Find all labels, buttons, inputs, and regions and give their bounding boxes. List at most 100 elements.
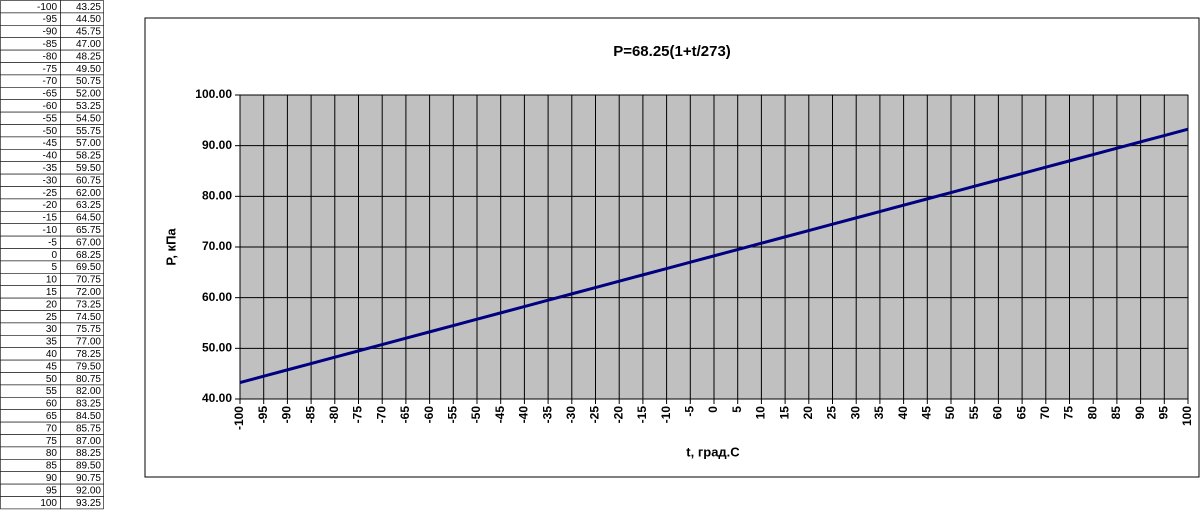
- x-tick-label: -60: [422, 406, 436, 424]
- table-p: 78.25: [76, 349, 101, 360]
- x-tick-label: 15: [777, 406, 791, 420]
- x-tick-label: 5: [730, 406, 744, 413]
- table-p: 89.50: [76, 461, 101, 472]
- table-t: 75: [46, 436, 58, 447]
- table-p: 64.50: [76, 213, 101, 224]
- x-tick-label: 50: [943, 406, 957, 420]
- x-tick-label: 30: [848, 406, 862, 420]
- x-tick-label: -35: [540, 406, 554, 424]
- x-tick-label: -25: [588, 406, 602, 424]
- y-axis-label: P, кПа: [163, 228, 178, 266]
- x-tick-label: -45: [493, 406, 507, 424]
- table-p: 69.50: [76, 262, 101, 273]
- table-t: 45: [46, 361, 58, 372]
- table-p: 65.75: [76, 225, 101, 236]
- table-p: 84.50: [76, 411, 101, 422]
- table-p: 80.75: [76, 374, 101, 385]
- x-tick-label: -95: [256, 406, 270, 424]
- x-tick-label: -80: [327, 406, 341, 424]
- table-t: 70: [46, 423, 58, 434]
- x-tick-label: 80: [1085, 406, 1099, 420]
- table-p: 57.00: [76, 138, 101, 149]
- y-tick-label: 80.00: [202, 189, 232, 203]
- x-tick-label: -20: [611, 406, 625, 424]
- table-t: -25: [43, 188, 58, 199]
- y-tick-label: 40.00: [202, 391, 232, 405]
- table-cell: [60, 496, 104, 510]
- table-t: -65: [43, 89, 58, 100]
- table-t: -100: [37, 2, 57, 13]
- x-tick-label: -90: [280, 406, 294, 424]
- table-p: 63.25: [76, 200, 101, 211]
- table-t: 85: [46, 461, 58, 472]
- table-p: 60.75: [76, 175, 101, 186]
- x-tick-label: -70: [374, 406, 388, 424]
- table-t: -50: [43, 126, 58, 137]
- table-p: 88.25: [76, 448, 101, 459]
- x-tick-label: 100: [1180, 406, 1194, 426]
- table-p: 73.25: [76, 299, 101, 310]
- table-t: 0: [51, 250, 57, 261]
- table-t: 90: [46, 473, 58, 484]
- table-p: 47.00: [76, 39, 101, 50]
- table-p: 90.75: [76, 473, 101, 484]
- table-t: 40: [46, 349, 58, 360]
- table-p: 43.25: [76, 2, 101, 13]
- x-tick-label: 0: [706, 406, 720, 413]
- x-tick-label: 75: [1062, 406, 1076, 420]
- table-t: -5: [48, 237, 57, 248]
- table-p: 93.25: [76, 498, 101, 509]
- x-tick-label: -75: [351, 406, 365, 424]
- table-p: 70.75: [76, 275, 101, 286]
- table-p: 55.75: [76, 126, 101, 137]
- table-t: -55: [43, 113, 58, 124]
- x-tick-label: -40: [517, 406, 531, 424]
- table-t: -95: [43, 14, 58, 25]
- x-tick-label: -100: [232, 406, 246, 430]
- table-p: 92.00: [76, 485, 101, 496]
- x-tick-label: -85: [303, 406, 317, 424]
- table-p: 68.25: [76, 250, 101, 261]
- table-t: 20: [46, 299, 58, 310]
- table-p: 52.00: [76, 89, 101, 100]
- table-t: 60: [46, 399, 58, 410]
- x-tick-label: 85: [1109, 406, 1123, 420]
- table-t: -20: [43, 200, 58, 211]
- x-tick-label: 45: [919, 406, 933, 420]
- table-p: 62.00: [76, 188, 101, 199]
- x-tick-label: -55: [445, 406, 459, 424]
- x-tick-label: 70: [1038, 406, 1052, 420]
- x-tick-label: -65: [398, 406, 412, 424]
- table-p: 45.75: [76, 27, 101, 38]
- table-t: 65: [46, 411, 58, 422]
- data-line: [239, 127, 1189, 384]
- table-t: -90: [43, 27, 58, 38]
- table-p: 75.75: [76, 324, 101, 335]
- x-tick-label: 65: [1014, 406, 1028, 420]
- table-p: 44.50: [76, 14, 101, 25]
- x-tick-label: -30: [564, 406, 578, 424]
- table-p: 53.25: [76, 101, 101, 112]
- table-t: -60: [43, 101, 58, 112]
- table-p: 87.00: [76, 436, 101, 447]
- table-p: 59.50: [76, 163, 101, 174]
- x-tick-label: 60: [991, 406, 1005, 420]
- table-t: 5: [51, 262, 57, 273]
- table-t: -15: [43, 213, 58, 224]
- table-t: 30: [46, 324, 58, 335]
- x-tick-label: 40: [896, 406, 910, 420]
- x-tick-label: 90: [1133, 406, 1147, 420]
- table-p: 83.25: [76, 399, 101, 410]
- table-t: 25: [46, 312, 58, 323]
- x-tick-label: 95: [1156, 406, 1170, 420]
- x-tick-label: -50: [469, 406, 483, 424]
- x-tick-label: 55: [967, 406, 981, 420]
- table-p: 77.00: [76, 337, 101, 348]
- table-p: 85.75: [76, 423, 101, 434]
- table-t: 50: [46, 374, 58, 385]
- x-tick-label: -10: [659, 406, 673, 424]
- x-axis-label: t, град.С: [686, 444, 740, 459]
- table-t: 100: [40, 498, 57, 509]
- table-t: 10: [46, 275, 58, 286]
- table-t: 80: [46, 448, 58, 459]
